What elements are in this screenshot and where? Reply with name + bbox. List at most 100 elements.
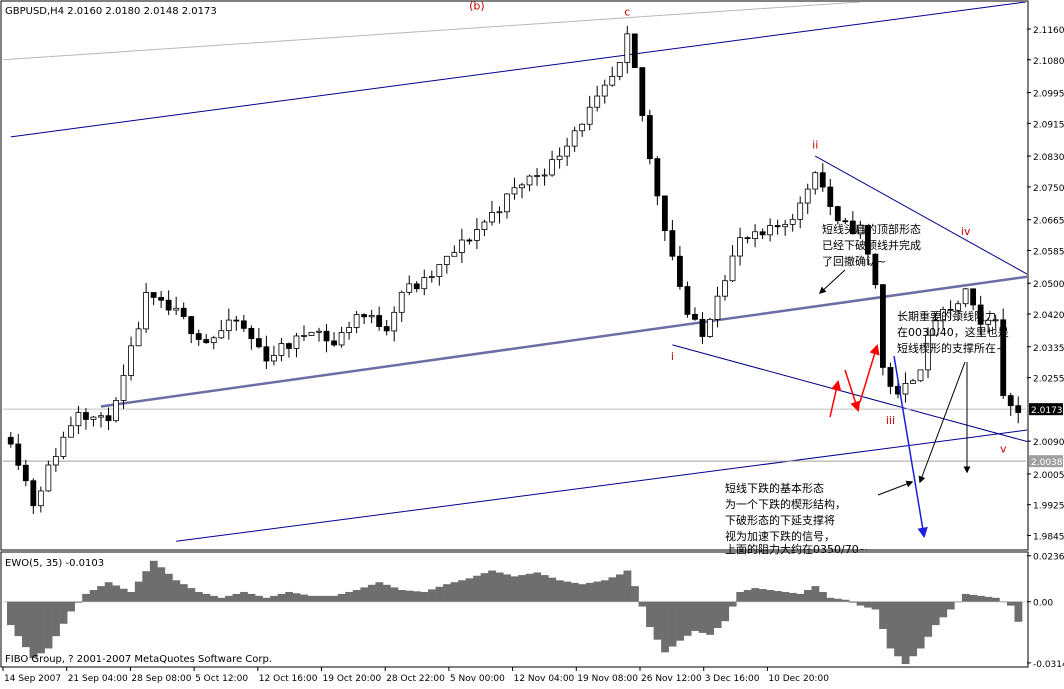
candle-body — [594, 95, 601, 108]
candle-body — [323, 330, 330, 342]
ewo-bar — [112, 585, 121, 602]
ewo-bar — [367, 584, 376, 602]
candle-body — [992, 319, 999, 322]
candle-body — [301, 335, 307, 337]
ewo-bar — [488, 570, 497, 602]
candle-body — [286, 343, 292, 349]
ewo-bar — [382, 584, 391, 602]
ewo-bar — [270, 595, 278, 602]
candle-body — [398, 291, 405, 313]
wave-label: c — [624, 5, 630, 18]
ewo-bar — [683, 601, 692, 636]
ewo-bar — [187, 588, 196, 602]
candle-body — [812, 172, 819, 190]
annotation-bottom: 短线下跌的基本形态 为一个下跌的楔形结构， 下破形态的下延支撑将 视为加速下跌的… — [725, 481, 868, 556]
annotation-line: 短线楔形的支撑所在~ — [897, 341, 1005, 355]
candle-body — [376, 315, 383, 327]
ewo-bar — [600, 580, 609, 602]
ewo-bar — [826, 597, 835, 602]
ewo-tick-label: 0.0236 — [1033, 553, 1064, 563]
candle-body — [707, 318, 713, 337]
annotation-line: 下破形态的下延支撑将 — [725, 513, 835, 527]
candle-body — [45, 464, 52, 492]
time-tick-label: 3 Dec 16:00 — [705, 674, 760, 684]
candle-body — [564, 145, 571, 157]
ewo-bar — [7, 601, 15, 626]
black-arrow-note-bottom — [877, 480, 914, 496]
candle-body — [782, 223, 789, 228]
candle-body — [368, 315, 375, 318]
candle-body — [767, 225, 774, 236]
ewo-bar — [1006, 601, 1015, 606]
candle-body — [75, 412, 82, 427]
ewo-bar — [89, 590, 98, 602]
candle-body — [571, 130, 578, 147]
ewo-bar — [345, 591, 354, 602]
candle-body — [601, 84, 608, 97]
ewo-bar — [773, 590, 782, 602]
ewo-bar — [172, 580, 181, 602]
time-tick-label: 28 Oct 22:00 — [386, 674, 445, 684]
candle-body — [428, 276, 435, 278]
trendline-upper-channel — [10, 2, 1026, 138]
ewo-bar — [210, 595, 218, 602]
candle-body — [692, 313, 698, 320]
candle-body — [526, 175, 533, 186]
candle-body — [353, 314, 360, 328]
ewo-bar — [44, 601, 53, 649]
candle-body — [158, 297, 165, 301]
ewo-bar — [691, 601, 700, 631]
ewo-bar — [946, 601, 955, 610]
ewo-bar — [631, 586, 639, 602]
ewo-bar — [856, 601, 865, 606]
price-tick-label: 2.0005 — [1033, 471, 1064, 481]
time-tick-label: 28 Sep 08:00 — [131, 674, 191, 684]
ewo-bar — [638, 601, 647, 607]
candle-body — [985, 319, 992, 325]
candle-body — [218, 330, 225, 339]
price-tick-label: 2.0915 — [1033, 120, 1064, 130]
ewo-bar — [563, 581, 572, 602]
time-tick-label: 10 Dec 20:00 — [768, 674, 829, 684]
price-tick-label: 2.0335 — [1033, 344, 1064, 354]
candle-body — [1015, 405, 1022, 413]
candle-body — [436, 264, 443, 277]
candle-body — [880, 284, 886, 368]
ewo-bar — [540, 575, 549, 602]
candle-body — [489, 212, 495, 223]
candle-body — [955, 303, 961, 311]
time-tick-label: 12 Oct 16:00 — [259, 674, 318, 684]
candle-body — [609, 75, 616, 86]
indicator-pane-frame — [0, 551, 1029, 668]
candle-body — [128, 345, 134, 376]
ewo-bar — [97, 586, 106, 602]
price-tick-label: 2.0750 — [1033, 184, 1064, 194]
ewo-bar — [706, 601, 715, 635]
candle-body — [932, 320, 939, 336]
ewo-bar — [924, 601, 933, 637]
ewo-bar — [721, 601, 730, 622]
candle-body — [52, 456, 59, 466]
candle-body — [902, 383, 909, 395]
ewo-bar — [781, 591, 790, 602]
time-tick-label: 26 Nov 12:00 — [641, 674, 702, 684]
time-tick-label: 19 Nov 08:00 — [577, 674, 638, 684]
candle-body — [421, 277, 428, 290]
candle-body — [496, 211, 503, 214]
candle-body — [827, 186, 834, 207]
ewo-bar — [232, 593, 241, 602]
candle-body — [887, 367, 894, 387]
candle-body — [271, 354, 277, 362]
ewo-bar — [157, 567, 166, 602]
ewo-bar — [811, 586, 820, 602]
ewo-bar — [119, 588, 128, 602]
candle-body — [654, 158, 661, 197]
ewo-bar — [217, 597, 226, 602]
candle-body — [361, 314, 368, 318]
ewo-bar — [819, 591, 827, 602]
price-tick-label: 2.0090 — [1033, 438, 1064, 448]
candle-body — [977, 304, 984, 325]
wave-label: i — [671, 350, 674, 363]
wave-label: iv — [961, 225, 971, 238]
